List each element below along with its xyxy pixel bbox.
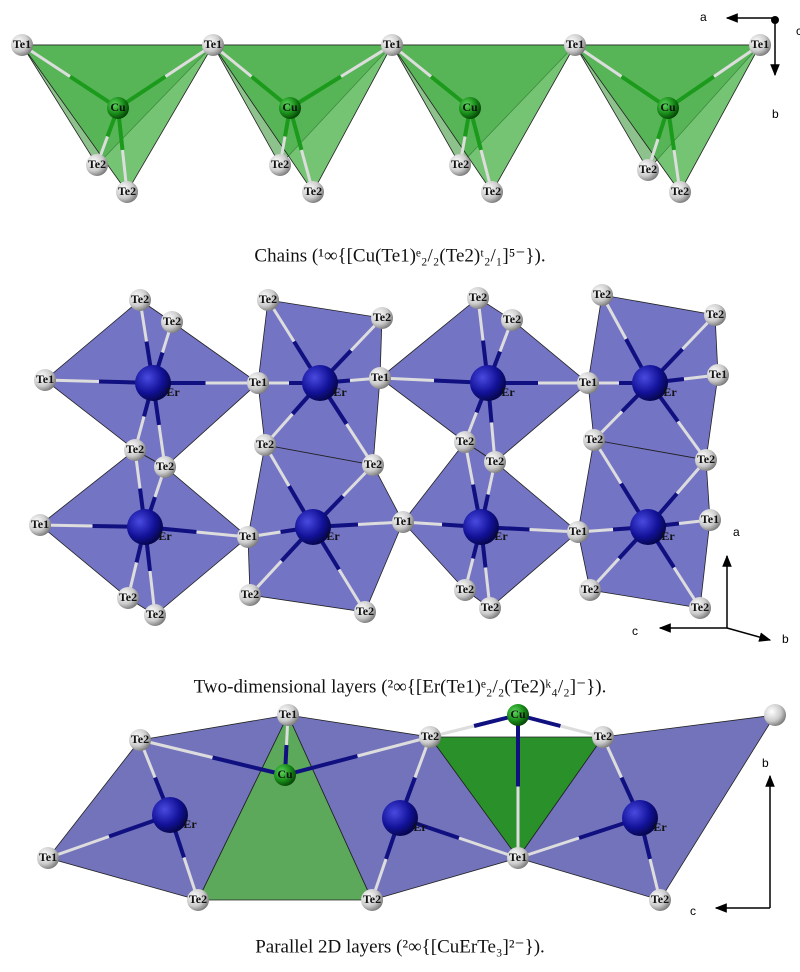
atom-label: Te2 [483,184,501,198]
atom-label: Te1 [239,529,257,543]
atom-label: Te2 [163,314,181,328]
atom-label: Te1 [39,850,57,864]
atom-label: Te1 [36,372,54,386]
atom-label: Te2 [241,587,259,601]
atom-label: Te2 [146,607,164,621]
axis-label: b [762,756,769,770]
caption: Chains (¹∞{[Cu(Te1)ᵉ₂/₂(Te2)ᵗ₂/₁]⁵⁻}). [254,245,545,266]
atom-label: Te1 [701,512,719,526]
atom-label: Te2 [503,312,521,326]
atom-label: Te2 [88,157,106,171]
axis-label: c [632,624,638,638]
atom-label: Te1 [709,367,727,381]
atom-label: Te2 [651,892,669,906]
atom-label: Te2 [256,437,274,451]
atom-label: Cu [110,100,126,114]
axis-label: c [690,904,696,918]
atom-label: Te2 [356,604,374,618]
atom-label: Te1 [204,37,222,51]
panel: Te2 Te1 Te2 Er Te1 Cu Te2 Er Te2 Te2 Cu Te1 Er Te2 b c P… [37,704,786,957]
atom-label: Er [158,529,172,543]
caption: Parallel 2D layers (²∞{[CuErTe₃]²⁻}). [255,936,545,957]
atom-label: Te2 [469,290,487,304]
atom-label: Cu [282,100,298,114]
axis-label: b [782,632,789,646]
panel: Te2 Te2 Te1 Te1 Te2 Te2 Er Te2 Te2 Te1 Te2 Te2 Er Te2… [29,284,789,697]
atom-label: Te1 [566,37,584,51]
axis-label: a [733,525,740,539]
atom-label: Te2 [639,162,657,176]
atom-label: Te2 [581,582,599,596]
atom-label: Te2 [271,157,289,171]
atom-label: Te2 [118,184,136,198]
atom-label: Te2 [189,892,207,906]
atom-label: Te1 [31,517,49,531]
atom-label: Te1 [371,370,389,384]
atom-label: Te1 [279,707,297,721]
atom-label: Er [661,529,675,543]
atom-label: Te2 [691,600,709,614]
atom-label: Te1 [249,375,267,389]
atom-label: Te2 [126,442,144,456]
axis-dot [771,16,779,24]
caption: Two-dimensional layers (²∞{[Er(Te1)ᵉ₂/₂(… [194,676,607,697]
axis-label: a [700,10,707,24]
axis-label: b [772,107,779,121]
atom-label: Er [501,385,515,399]
structure-figure: Te1Te1Te1Te1Te1CuCuCuCuTe2Te2Te2Te2Te2Te… [0,0,800,972]
atom-label: Er [326,529,340,543]
atom-label: Te2 [119,590,137,604]
axis-arrow [727,628,770,640]
atom-label: Te2 [671,184,689,198]
atom-label: Te2 [697,452,715,466]
panel: Te1 Te1 Te1 Te1 Te1 Cu Cu Cu Cu Te2 Te2 Te2 Te2 Te2 Te… [11,10,800,266]
atom-label: Te1 [751,37,769,51]
atom-label: Cu [277,767,293,781]
atom-label: Cu [660,100,676,114]
atom-label: Er [183,817,197,831]
atom-label: Te2 [594,729,612,743]
atom-label: Te1 [383,37,401,51]
atom-label: Te1 [579,375,597,389]
atom-label: Cu [462,100,478,114]
atom-label: Te2 [156,459,174,473]
atom-label: Te2 [259,292,277,306]
atom-label: Cu [510,707,526,721]
atom-label: Te2 [373,310,391,324]
atom [764,704,786,726]
atom-label: Te2 [363,892,381,906]
atom-label: Te2 [481,600,499,614]
atom-label: Er [413,820,427,834]
atom-label: Er [166,385,180,399]
atom-label: Te2 [451,157,469,171]
atom-label: Te1 [509,850,527,864]
atom-label: Te2 [131,292,149,306]
atom-label: Te2 [421,729,439,743]
atom-label: Er [494,529,508,543]
axis-label: c [796,24,800,38]
atom-label: Er [663,385,677,399]
atom-label: Er [653,820,667,834]
atom-label: Te1 [13,37,31,51]
atom-label: Te1 [394,514,412,528]
atom-label: Te2 [364,457,382,471]
atom-label: Te2 [131,732,149,746]
atom-label: Er [333,385,347,399]
atom-label: Te1 [569,524,587,538]
atom-label: Te2 [593,287,611,301]
atom-label: Te2 [585,432,603,446]
atom-label: Te2 [304,184,322,198]
atom-label: Te2 [456,582,474,596]
atom-label: Te2 [706,307,724,321]
atom-label: Te2 [456,434,474,448]
atom-label: Te2 [486,454,504,468]
